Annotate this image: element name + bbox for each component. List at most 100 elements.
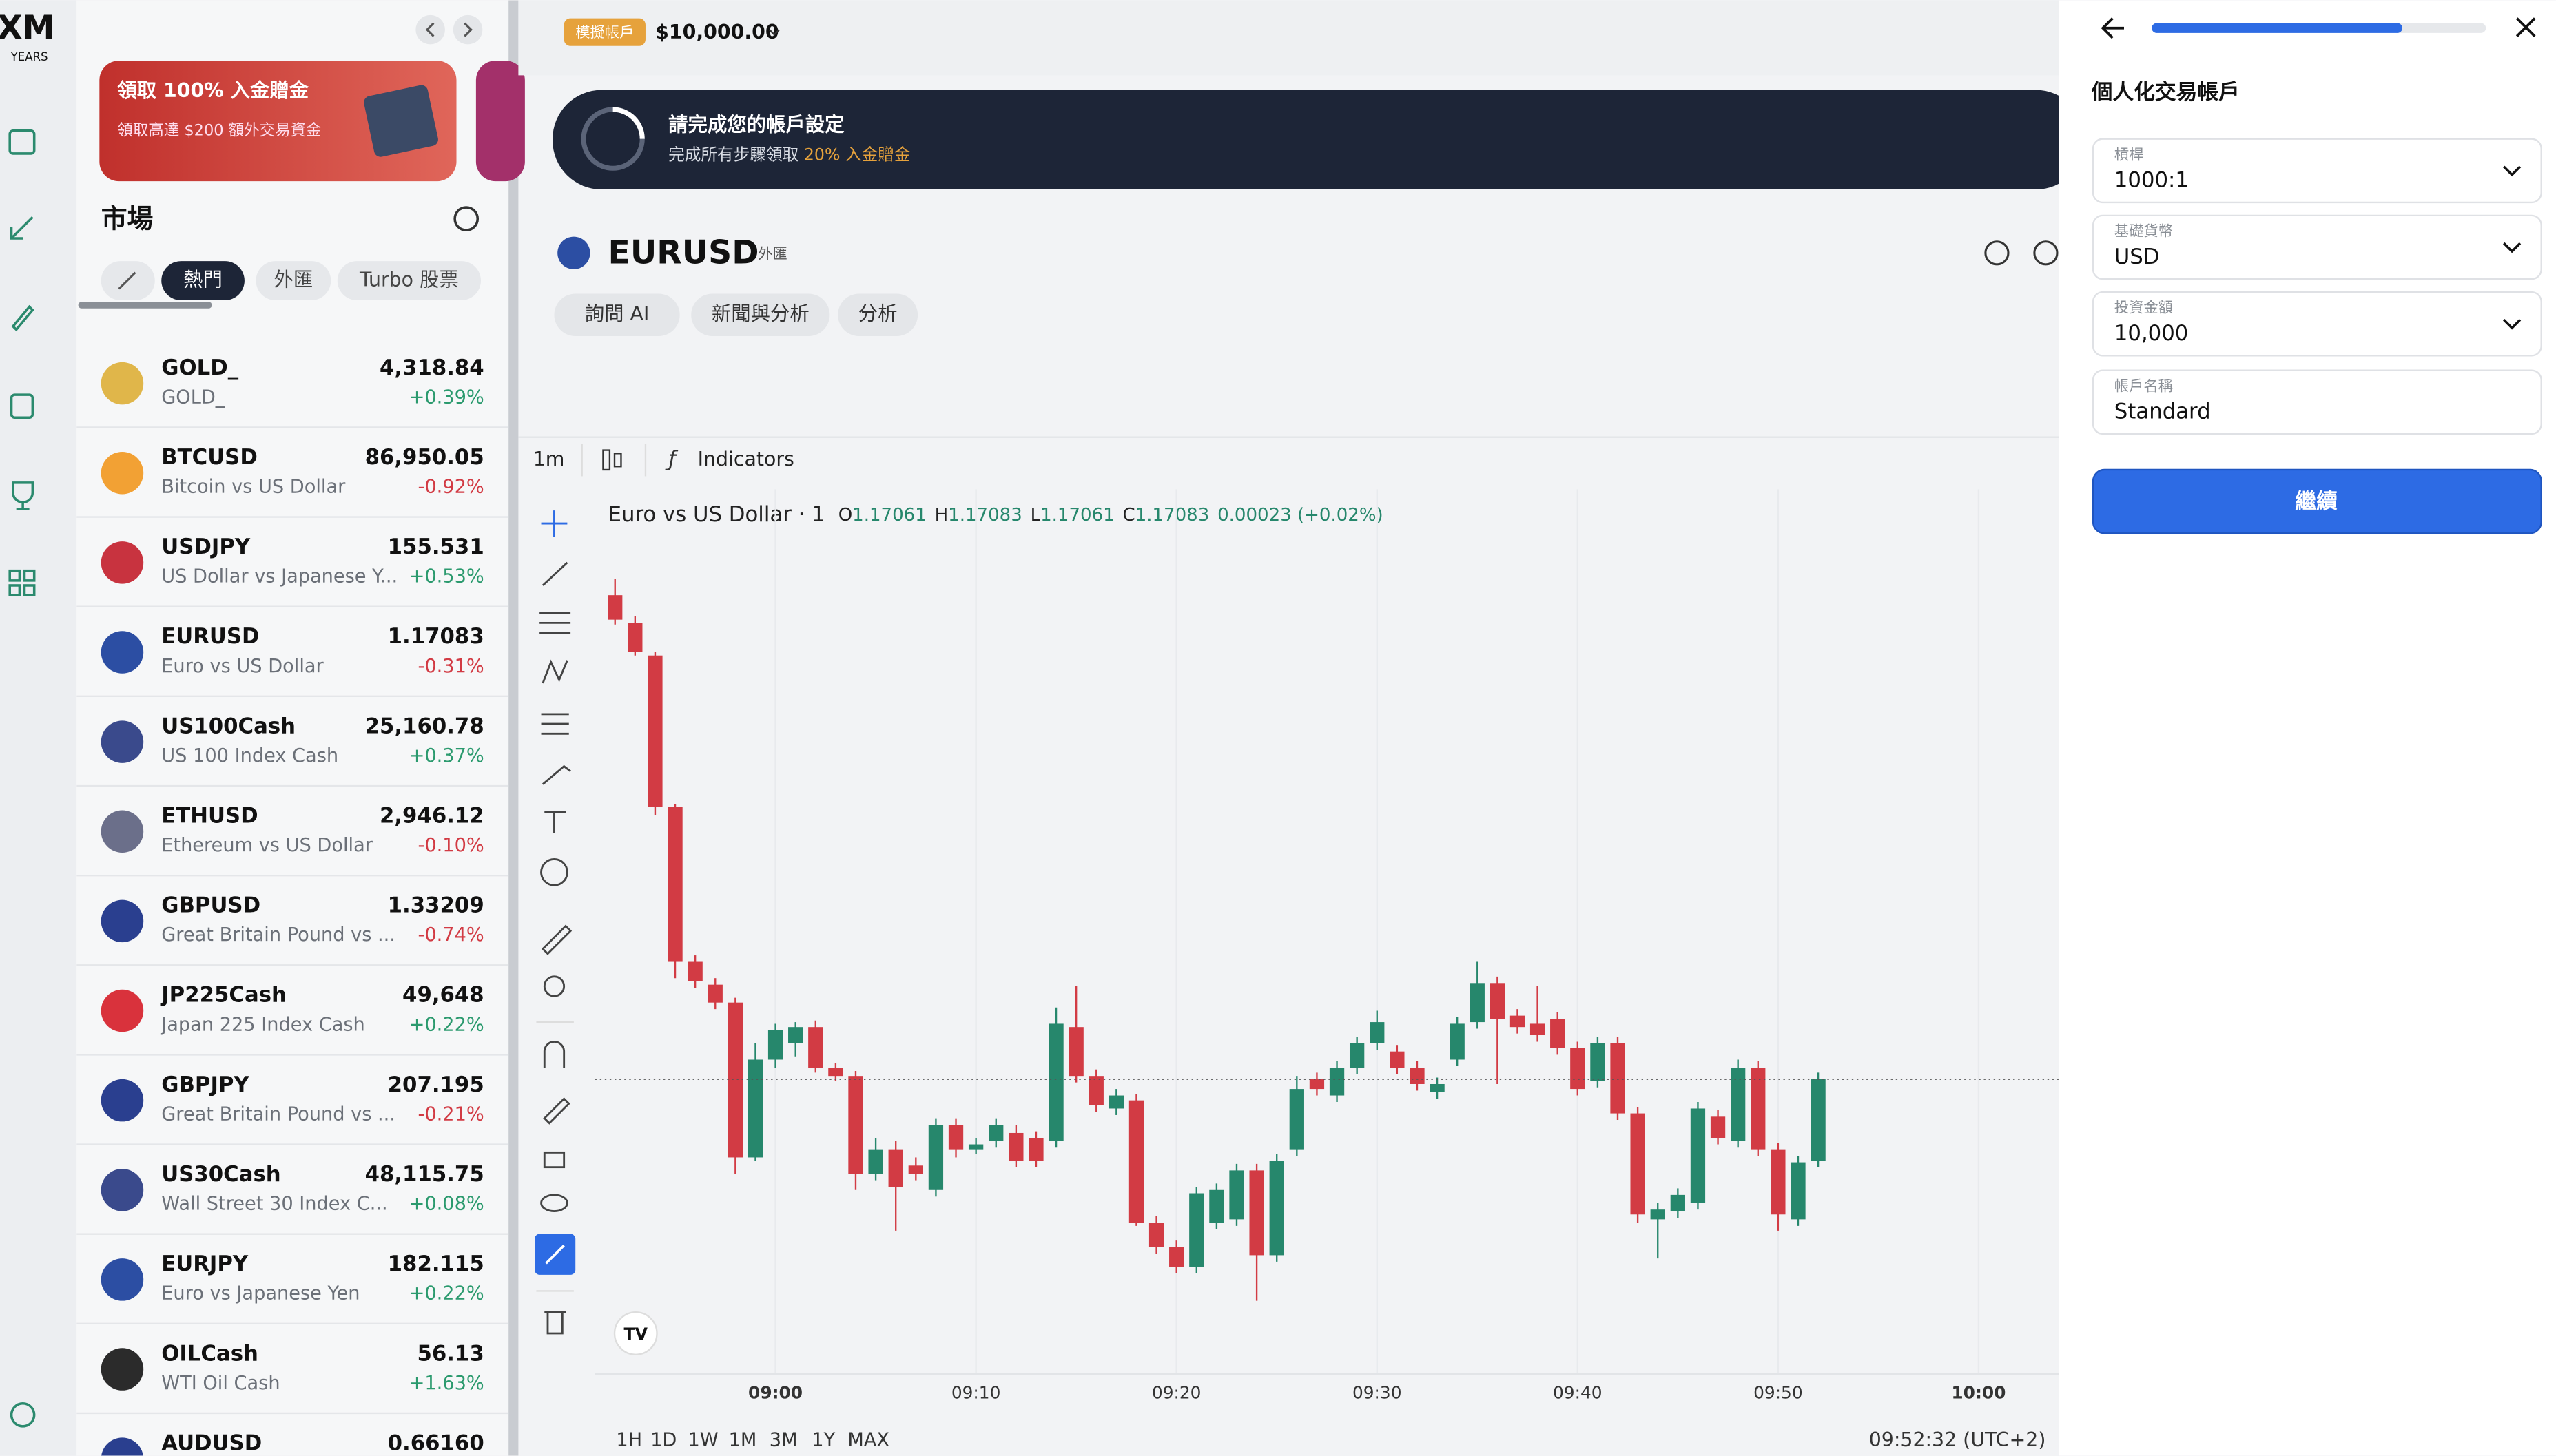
range-button[interactable]: 1W (688, 1430, 718, 1451)
indicators-icon: ƒ (665, 446, 679, 471)
candle-body (1430, 1083, 1445, 1092)
field-box[interactable] (2092, 138, 2542, 204)
market-symbol[interactable]: GBPUSD (161, 893, 260, 918)
market-name: Ethereum vs US Dollar (161, 835, 373, 856)
tab-scroll (78, 302, 212, 309)
back-button[interactable] (2101, 17, 2124, 39)
ohlc-value: 1.17061 (1040, 505, 1115, 526)
market-symbol[interactable]: EURUSD (161, 624, 259, 649)
market-price: 0.66160 (388, 1431, 484, 1455)
instrument-tab[interactable] (691, 293, 830, 336)
close-button[interactable] (2515, 17, 2536, 37)
market-icon (101, 541, 144, 584)
range-button[interactable]: 3M (770, 1430, 798, 1451)
next-button[interactable] (453, 14, 483, 45)
range-button[interactable]: 1M (729, 1430, 757, 1451)
market-tab[interactable] (337, 261, 481, 300)
chart-legend: Euro vs US Dollar · 1 O1.17061 H1.17083 L1.… (608, 502, 1383, 527)
nav-rocket[interactable] (11, 304, 34, 332)
search-icon[interactable] (453, 206, 480, 231)
candle-body (1771, 1149, 1786, 1215)
balance[interactable]: $10,000.00 (655, 21, 779, 43)
gift-icon (364, 85, 438, 157)
tool-magnet[interactable] (543, 1041, 566, 1068)
tool-cross[interactable] (541, 510, 568, 537)
tool-zoom[interactable] (543, 975, 566, 997)
market-tab[interactable] (256, 261, 331, 300)
range-button[interactable]: 1Y (812, 1430, 835, 1451)
prev-button[interactable] (415, 14, 445, 45)
brand: XM (0, 9, 55, 47)
nav-support[interactable] (10, 1402, 36, 1428)
candle-type-icon[interactable] (602, 449, 611, 471)
tool-lock[interactable] (543, 1151, 566, 1169)
candle-body (1148, 1223, 1164, 1247)
market-tab-label: 外匯 (274, 269, 313, 291)
setup-banner[interactable] (553, 90, 2085, 190)
instrument-tab[interactable] (554, 293, 680, 336)
market-tab[interactable] (161, 261, 245, 300)
continue-button[interactable] (2092, 468, 2542, 534)
chart-title: Euro vs US Dollar · 1 (608, 502, 825, 527)
tool-ruler[interactable] (541, 924, 573, 955)
market-change: -0.10% (418, 835, 484, 856)
market-name: Euro vs US Dollar (161, 656, 324, 677)
tool-lock-draw[interactable] (543, 1097, 570, 1125)
range-button[interactable]: 1H (616, 1430, 642, 1451)
market-change: +0.53% (409, 566, 484, 587)
nav-chart[interactable] (8, 129, 36, 155)
sidebar (0, 0, 77, 1456)
promo-card[interactable] (99, 61, 457, 182)
markets-title: 市場 (101, 203, 154, 233)
market-symbol[interactable]: GBPJPY (161, 1072, 249, 1097)
market-symbol[interactable]: AUDUSD (161, 1431, 262, 1455)
tool-line[interactable] (542, 561, 568, 587)
alarm-icon[interactable] (2033, 240, 2059, 266)
market-symbol[interactable]: BTCUSD (161, 445, 258, 470)
setup-title: 個人化交易帳戶 (2091, 80, 2240, 105)
tool-emoji[interactable] (540, 858, 568, 886)
market-symbol[interactable]: US30Cash (161, 1162, 280, 1187)
indicators[interactable]: Indicators (698, 448, 794, 470)
market-change: +0.37% (409, 745, 484, 767)
candle-body (1169, 1247, 1184, 1267)
field-box[interactable] (2092, 214, 2542, 280)
tool-text[interactable] (544, 811, 566, 833)
tool-brush[interactable] (542, 765, 571, 785)
market-price: 155.531 (388, 534, 484, 559)
nav-icons[interactable] (8, 129, 36, 1428)
drawing-tools[interactable] (539, 510, 573, 1335)
market-change: +0.08% (409, 1194, 484, 1215)
x-tick-label: 09:00 (748, 1383, 803, 1403)
range-button[interactable]: 1D (650, 1430, 677, 1451)
market-symbol[interactable]: OILCash (161, 1341, 258, 1366)
range-button[interactable]: MAX (847, 1430, 889, 1451)
nav-trophy[interactable] (12, 481, 34, 510)
tool-projection[interactable] (541, 713, 569, 735)
market-icon (101, 989, 144, 1032)
tool-fib[interactable] (539, 612, 571, 634)
interval[interactable]: 1m (533, 448, 565, 470)
market-tab-label: Turbo 股票 (359, 269, 459, 291)
market-symbol[interactable]: USDJPY (161, 534, 251, 559)
instrument-tab[interactable] (838, 293, 918, 336)
field-box[interactable] (2092, 369, 2542, 435)
nav-trade[interactable] (10, 216, 34, 240)
field-box[interactable] (2092, 291, 2542, 357)
candle-body (928, 1125, 944, 1190)
tv-logo[interactable] (613, 1311, 658, 1355)
market-symbol[interactable]: JP225Cash (160, 983, 287, 1008)
tool-trash[interactable] (544, 1311, 566, 1335)
nav-apps[interactable] (8, 569, 36, 596)
tool-pattern[interactable] (542, 659, 568, 684)
candle-body (968, 1144, 984, 1150)
market-symbol[interactable]: EURJPY (161, 1251, 249, 1276)
market-symbol[interactable]: US100Cash (161, 714, 296, 738)
market-symbol[interactable]: GOLD_ (161, 355, 238, 380)
tool-eye[interactable] (540, 1194, 568, 1212)
info-icon[interactable] (1984, 240, 2010, 266)
promo-card-next[interactable] (475, 61, 525, 182)
nav-copy[interactable] (10, 393, 34, 419)
market-symbol[interactable]: ETHUSD (161, 803, 258, 828)
candle-body (1670, 1194, 1685, 1211)
